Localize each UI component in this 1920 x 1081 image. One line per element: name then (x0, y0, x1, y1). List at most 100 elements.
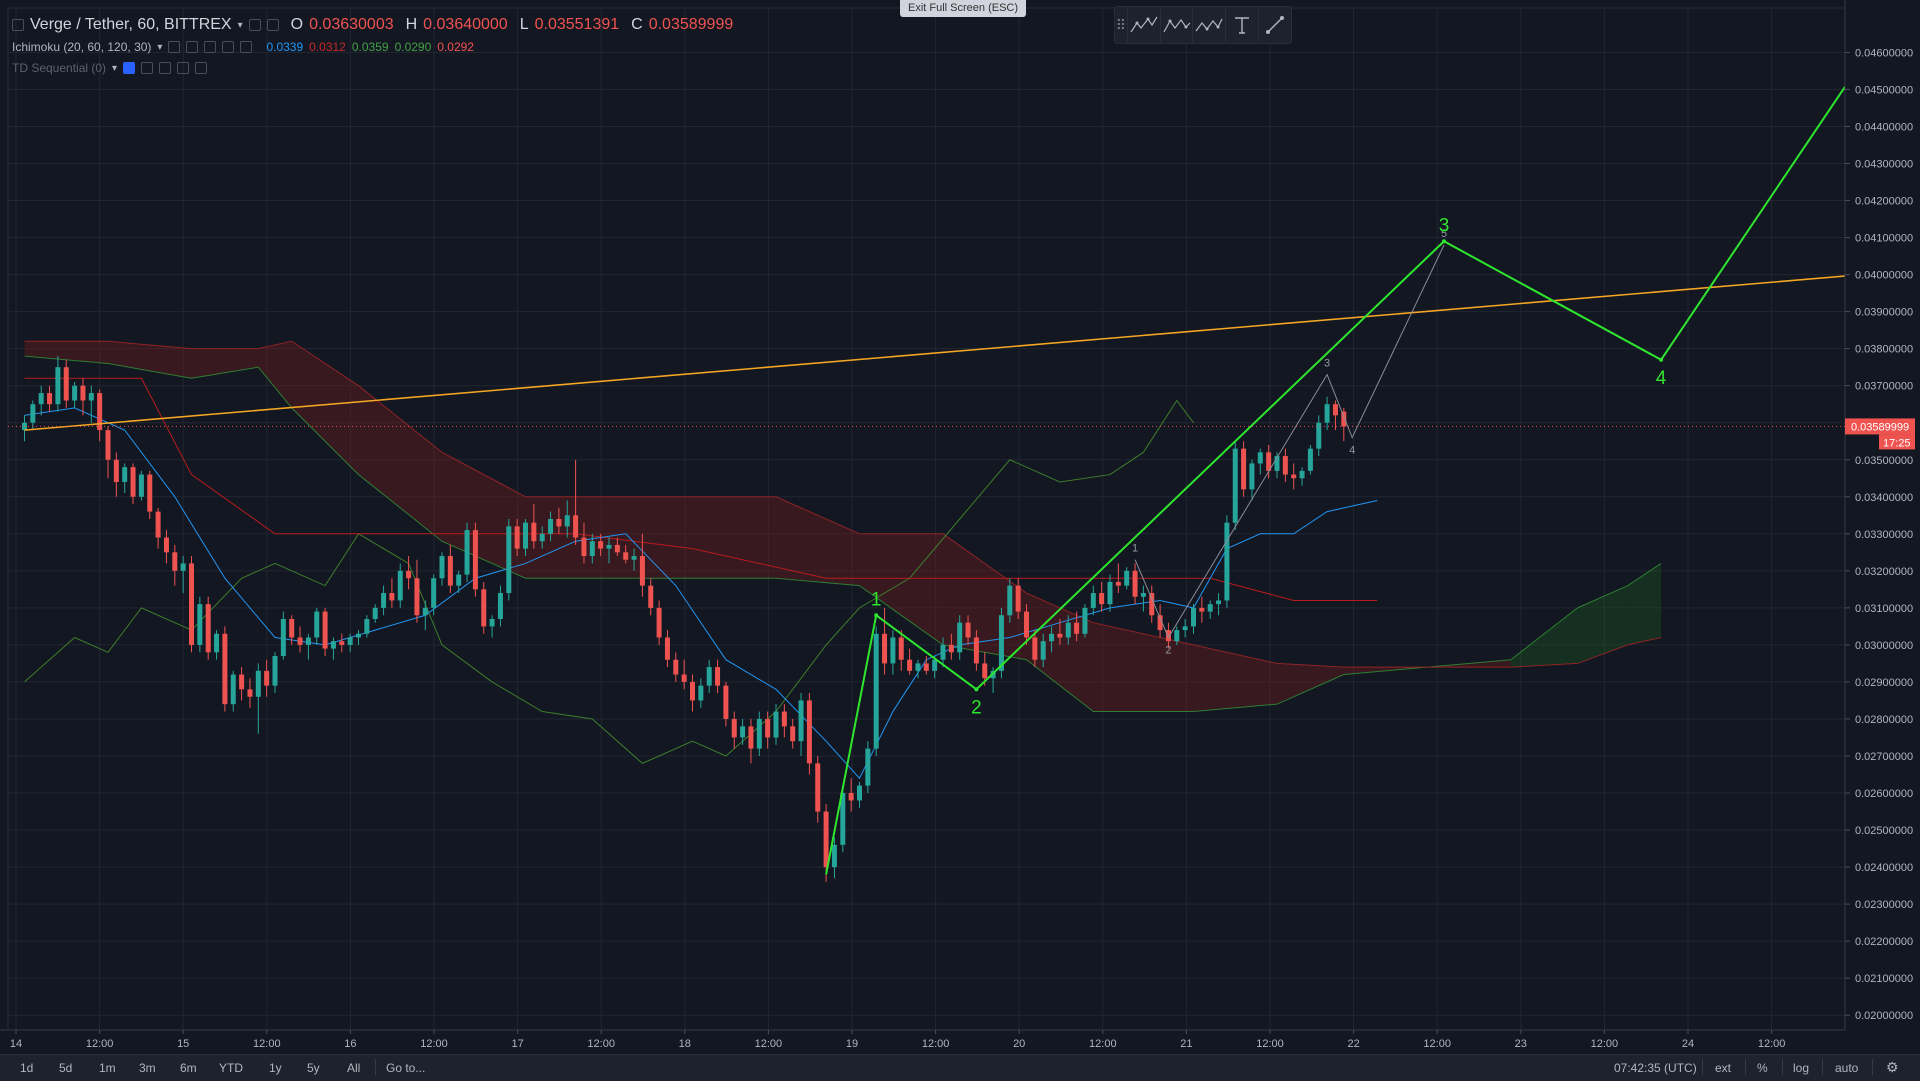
settings-icon[interactable] (249, 19, 261, 31)
range-1d-button[interactable]: 1d (20, 1061, 33, 1075)
remove-icon[interactable] (240, 41, 252, 53)
log-toggle[interactable]: log (1793, 1061, 1809, 1075)
percent-toggle[interactable]: % (1757, 1061, 1768, 1075)
settings-icon[interactable] (141, 62, 153, 74)
collapse-icon[interactable] (12, 19, 24, 31)
drag-handle-icon[interactable]: ⠿ (1115, 17, 1127, 34)
candle-body (122, 467, 127, 482)
candle-body (966, 623, 971, 638)
elliott-impulse-icon[interactable] (1127, 8, 1160, 42)
divider (1702, 1059, 1703, 1075)
candle-body (1283, 456, 1288, 475)
candle-body (1166, 630, 1171, 641)
goto-button[interactable]: Go to... (386, 1061, 425, 1075)
price-label: 0.04200000 (1855, 196, 1913, 208)
gear-icon[interactable]: ⚙ (1886, 1059, 1899, 1076)
source-icon[interactable] (204, 41, 216, 53)
divider (375, 1059, 376, 1075)
ichimoku-title[interactable]: Ichimoku (20, 60, 120, 30) (12, 40, 151, 54)
candle-body (815, 763, 820, 811)
settings-icon[interactable] (186, 41, 198, 53)
drawing-toolbar: ⠿ (1114, 6, 1292, 44)
range-1y-button[interactable]: 1y (269, 1061, 282, 1075)
range-5d-button[interactable]: 5d (59, 1061, 72, 1075)
price-label: 0.04400000 (1855, 121, 1913, 133)
divider (1745, 1059, 1746, 1075)
span-b-value: 0.0292 (437, 40, 474, 54)
trendline-icon[interactable] (1258, 8, 1291, 42)
range-all-button[interactable]: All (347, 1061, 360, 1075)
candle-body (106, 430, 111, 460)
candle-body (406, 571, 411, 578)
candle-body (665, 637, 670, 659)
price-chart[interactable]: 1234512345 0.020000000.021000000.0220000… (0, 0, 1920, 1054)
candle-body (181, 563, 186, 570)
text-icon[interactable] (1225, 8, 1258, 42)
eye-icon[interactable] (123, 62, 135, 74)
ext-toggle[interactable]: ext (1715, 1061, 1731, 1075)
candle-body (740, 726, 745, 737)
time-label: 12:00 (1423, 1038, 1451, 1050)
elliott-wave-point (1659, 358, 1663, 362)
candle-up (1308, 445, 1313, 475)
chevron-down-icon[interactable]: ▾ (157, 42, 162, 53)
candle-body (1258, 452, 1263, 463)
time-label: 23 (1515, 1038, 1527, 1050)
candle-body (515, 526, 520, 548)
candle-body (924, 663, 929, 670)
candle-body (481, 589, 486, 626)
candle-body (30, 404, 35, 423)
low-value: 0.03551391 (535, 16, 620, 34)
source-icon[interactable] (159, 62, 171, 74)
price-label: 0.04000000 (1855, 270, 1913, 282)
chevron-down-icon[interactable]: ▾ (112, 63, 117, 74)
price-label: 0.03800000 (1855, 344, 1913, 356)
candle-body (1141, 593, 1146, 597)
auto-toggle[interactable]: auto (1835, 1061, 1858, 1075)
remove-icon[interactable] (195, 62, 207, 74)
td-sequential-title[interactable]: TD Sequential (0) (12, 61, 106, 75)
candle-body (1124, 571, 1129, 586)
add-icon[interactable] (177, 62, 189, 74)
candle-body (448, 556, 453, 586)
elliott-triangle-icon[interactable] (1192, 8, 1225, 42)
range-5y-button[interactable]: 5y (307, 1061, 320, 1075)
range-ytd-button[interactable]: YTD (219, 1061, 243, 1075)
candle-body (1291, 475, 1296, 479)
exit-fullscreen-hint[interactable]: Exit Full Screen (ESC) (900, 0, 1026, 17)
candle-body (640, 556, 645, 586)
time-label: 18 (679, 1038, 691, 1050)
candle-body (849, 793, 854, 800)
time-label: 12:00 (420, 1038, 448, 1050)
candle-body (1016, 586, 1021, 612)
candle-body (80, 386, 85, 401)
candle-body (89, 393, 94, 400)
elliott-correction-icon[interactable] (1160, 8, 1193, 42)
candle-body (1300, 471, 1305, 478)
candle-up (506, 519, 511, 600)
candle-body (757, 719, 762, 749)
symbol-title[interactable]: Verge / Tether, 60, BITTREX (30, 16, 232, 34)
candle-body (1308, 449, 1313, 471)
ichimoku-legend: Ichimoku (20, 60, 120, 30) ▾ 0.0339 0.03… (12, 40, 474, 54)
candle-body (774, 712, 779, 738)
candle-body (72, 386, 77, 401)
candle-body (632, 556, 637, 560)
chart-grid (0, 0, 1920, 1054)
candle-body (523, 523, 528, 549)
candle-body (1108, 582, 1113, 604)
range-1m-button[interactable]: 1m (99, 1061, 116, 1075)
candle-body (748, 726, 753, 748)
add-icon[interactable] (222, 41, 234, 53)
candle-body (915, 663, 920, 670)
candle-body (932, 660, 937, 671)
eye-icon[interactable] (168, 41, 180, 53)
range-6m-button[interactable]: 6m (180, 1061, 197, 1075)
price-label: 0.03100000 (1855, 603, 1913, 615)
candle-body (1216, 600, 1221, 604)
hide-icon[interactable] (267, 19, 279, 31)
utc-clock[interactable]: 07:42:35 (UTC) (1614, 1061, 1697, 1075)
range-3m-button[interactable]: 3m (139, 1061, 156, 1075)
chevron-down-icon[interactable]: ▾ (238, 20, 243, 31)
candle-body (247, 689, 252, 696)
